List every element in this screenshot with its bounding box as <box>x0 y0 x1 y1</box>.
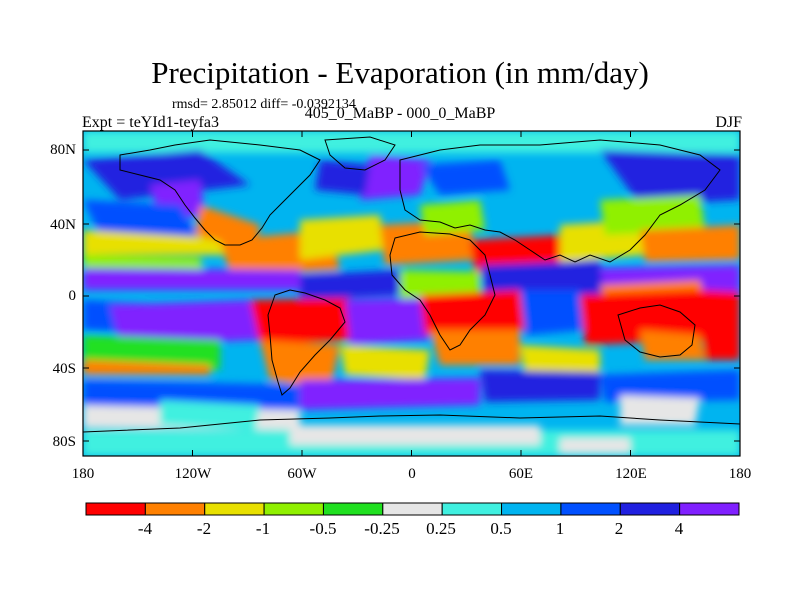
lat-tick-label: 80N <box>50 142 76 158</box>
colorbar-swatch <box>441 502 503 516</box>
colorbar-label: 0.5 <box>490 519 511 538</box>
colorbar-swatch <box>322 502 384 516</box>
season-label: DJF <box>715 114 742 131</box>
colorbar-label: 0.25 <box>426 519 456 538</box>
colorbar-swatch <box>560 502 621 516</box>
colorbar-label: -0.5 <box>310 519 337 538</box>
colorbar-swatch <box>263 502 324 516</box>
australia-coast <box>617 304 696 358</box>
north-america-coast <box>119 139 321 246</box>
colorbar-label: -0.25 <box>364 519 399 538</box>
colorbar-label: 1 <box>556 519 565 538</box>
colorbar-swatch <box>144 502 206 516</box>
lon-axis: 180 120W 60W 0 60E 120E 180 <box>72 466 752 482</box>
colorbar-label: 2 <box>615 519 624 538</box>
colorbar-swatch <box>679 502 740 516</box>
colorbar-label: -2 <box>197 519 211 538</box>
plot-title: Precipitation - Evaporation (in mm/day) <box>151 55 649 90</box>
colorbar-swatch <box>85 502 146 516</box>
precip-evap-field <box>83 131 740 456</box>
lat-tick-label: 0 <box>69 288 77 304</box>
africa-coast <box>389 231 496 351</box>
lon-tick-label: 0 <box>408 466 416 482</box>
colorbar-labels: -4 -2 -1 -0.5 -0.25 0.25 0.5 1 2 4 <box>138 519 684 538</box>
experiment-subtitle: 405_0_MaBP - 000_0_MaBP <box>304 105 496 122</box>
lat-tick-label: 40S <box>53 361 76 377</box>
colorbar-swatch <box>619 502 681 516</box>
south-america-coast <box>267 289 346 396</box>
lon-tick-label: 60E <box>509 466 533 482</box>
colorbar-label: -4 <box>138 519 153 538</box>
colorbar-label: 4 <box>675 519 684 538</box>
lon-tick-label: 120E <box>615 466 647 482</box>
antarctica-coast <box>83 414 740 433</box>
lat-axis: 80N 40N 0 40S 80S <box>50 142 76 450</box>
eurasia-coast <box>399 139 721 263</box>
axis-ticks <box>82 131 741 456</box>
lon-tick-label: 120W <box>175 466 213 482</box>
colorbar-label: -1 <box>256 519 270 538</box>
rmsd-diff-stats: rmsd= 2.85012 diff= -0.0392134 <box>172 97 356 112</box>
lon-tick-label: 60W <box>287 466 317 482</box>
experiment-label: Expt = teYId1-teyfa3 <box>82 114 219 131</box>
colorbar-swatch <box>382 502 443 516</box>
lon-tick-label: 180 <box>729 466 752 482</box>
lat-tick-label: 40N <box>50 217 76 233</box>
lat-tick-label: 80S <box>53 434 76 450</box>
coastlines <box>83 136 740 433</box>
colorbar-swatch <box>204 502 265 516</box>
lon-tick-label: 180 <box>72 466 95 482</box>
colorbar <box>85 502 740 516</box>
colorbar-swatch <box>501 502 562 516</box>
greenland-coast <box>324 136 396 171</box>
